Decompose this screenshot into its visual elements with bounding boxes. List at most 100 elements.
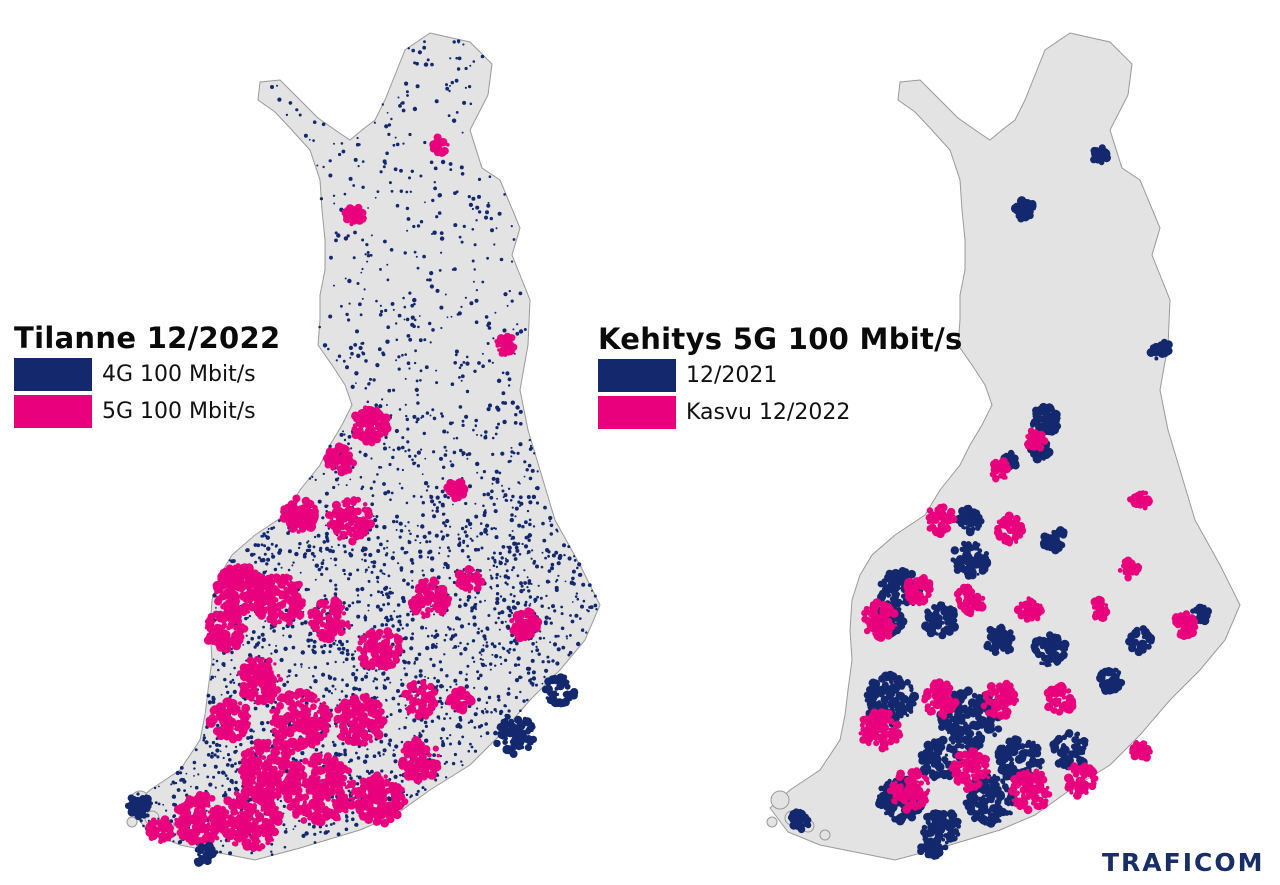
coverage-4g	[404, 672, 409, 677]
coverage-4g	[390, 302, 395, 306]
coverage-4g	[544, 615, 549, 620]
coverage-4g	[556, 530, 559, 533]
coverage-4g	[438, 546, 441, 549]
coverage-4g	[326, 504, 329, 507]
coverage-4g	[551, 659, 555, 663]
coverage-4g	[372, 560, 377, 565]
coverage-4g	[487, 403, 493, 408]
coverage-4g	[494, 621, 498, 625]
coverage-4g	[364, 618, 367, 622]
coverage-4g	[359, 313, 363, 317]
coverage-4g	[383, 678, 387, 682]
coverage-4g	[516, 323, 519, 326]
coverage-4g	[282, 682, 287, 688]
coverage-4g	[410, 303, 415, 308]
coverage-4g	[462, 43, 465, 46]
coverage-5g	[332, 623, 337, 629]
coverage-4g	[418, 673, 423, 678]
coverage-4g	[496, 378, 502, 383]
coverage-4g	[507, 545, 512, 550]
coverage-5g	[367, 431, 377, 441]
coverage-5g	[311, 611, 317, 617]
coverage-4g	[476, 433, 478, 436]
coverage-4g	[433, 166, 438, 171]
coverage-4g	[439, 668, 444, 672]
coverage-4g	[317, 499, 322, 504]
coverage-4g	[525, 468, 529, 472]
coverage-4g	[351, 811, 355, 815]
coverage-4g	[527, 638, 530, 641]
coverage-4g	[455, 56, 459, 60]
coverage-4g	[467, 452, 472, 456]
coverage-4g	[399, 566, 404, 571]
coverage-4g	[540, 565, 544, 569]
coverage-4g	[364, 754, 369, 759]
coverage-5g	[366, 406, 375, 415]
coverage-4g	[360, 271, 363, 274]
coverage-4g	[300, 666, 303, 668]
coverage-4g	[405, 206, 410, 211]
coverage-4g	[432, 503, 436, 507]
coverage-4g	[381, 593, 385, 597]
coverage-5g	[204, 625, 209, 630]
coverage-4g	[260, 543, 264, 547]
coverage-4g	[478, 651, 482, 654]
coverage-4g	[355, 668, 359, 672]
coverage-4g	[491, 476, 496, 481]
coverage-4g	[503, 401, 508, 405]
coverage-5g	[381, 429, 389, 437]
coverage-4g	[449, 734, 452, 737]
coverage-4g	[524, 600, 528, 604]
coverage-4g	[445, 689, 449, 692]
coverage-4g	[357, 775, 362, 780]
coverage-4g	[172, 840, 175, 843]
coverage-4g	[279, 657, 284, 663]
coverage-4g	[391, 455, 395, 460]
coverage-4g	[308, 138, 311, 141]
coverage-4g	[370, 234, 373, 237]
coverage-4g	[430, 499, 435, 504]
coverage-4g	[367, 771, 371, 775]
coverage-5g	[362, 717, 371, 726]
coverage-4g	[430, 719, 435, 723]
coverage-4g	[511, 535, 516, 540]
coverage-4g	[593, 603, 598, 608]
coverage-4g	[384, 553, 388, 557]
coverage-5g	[359, 634, 367, 643]
coverage-4g	[460, 548, 465, 553]
coverage-4g	[361, 185, 365, 189]
coverage-4g	[443, 562, 447, 566]
coverage-4g	[465, 389, 470, 394]
coverage-4g	[438, 696, 442, 700]
coverage-4g	[457, 311, 462, 316]
coverage-4g	[437, 774, 440, 777]
coverage-4g	[211, 740, 216, 745]
coverage-4g	[468, 484, 472, 489]
coverage-5g	[331, 756, 339, 764]
coverage-4g	[402, 142, 405, 145]
coverage-5g	[426, 695, 436, 705]
coverage-4g	[423, 40, 426, 44]
coverage-4g	[360, 586, 365, 592]
coverage-4g	[503, 493, 508, 498]
coverage-4g	[335, 722, 338, 725]
coverage-5g	[368, 739, 374, 744]
coverage-4g	[505, 371, 510, 376]
coverage-4g	[407, 539, 410, 542]
coverage-5g	[251, 760, 256, 765]
coverage-5g	[316, 793, 320, 798]
coverage-4g	[367, 604, 370, 607]
coverage-4g	[480, 735, 483, 738]
coverage-5g	[376, 430, 382, 435]
coverage-4g	[422, 45, 427, 50]
coverage-4g	[233, 786, 238, 792]
coverage-4g	[250, 636, 254, 641]
coverage-4g	[467, 521, 473, 527]
coverage-4g	[234, 770, 238, 773]
coverage-5g	[272, 738, 280, 745]
coverage-5g	[354, 507, 362, 516]
coverage-4g	[555, 580, 558, 583]
coverage-4g	[197, 773, 200, 776]
coverage-4g	[595, 608, 598, 611]
coverage-4g	[545, 594, 548, 598]
